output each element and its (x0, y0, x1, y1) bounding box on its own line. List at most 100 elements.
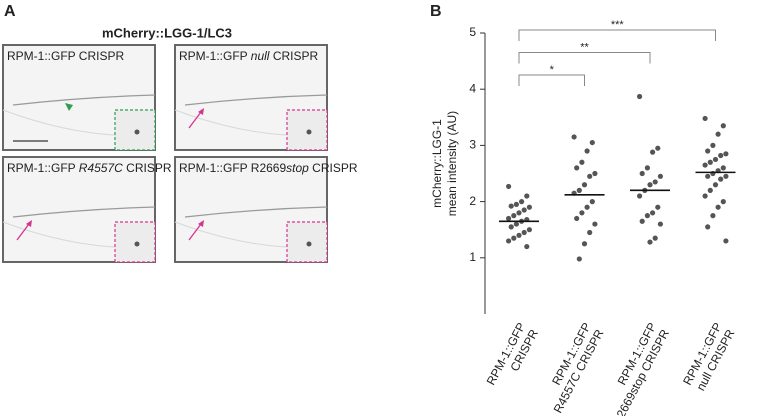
y-axis-label: mean intensity (AU) (445, 111, 459, 216)
data-point (657, 221, 664, 227)
inset (286, 109, 328, 151)
micrograph: RPM-1::GFP R4557C CRISPR (2, 156, 172, 263)
data-point (644, 213, 651, 219)
y-tick-label: 5 (469, 25, 476, 39)
data-point (637, 193, 643, 199)
data-point (579, 159, 585, 165)
data-point (720, 199, 726, 205)
panel-letter: A (4, 3, 16, 20)
data-point (526, 204, 533, 210)
arrow (188, 223, 202, 241)
data-point (506, 183, 512, 190)
data-point (723, 173, 729, 179)
image-label: RPM-1::GFP R4557C CRISPR (7, 161, 172, 175)
data-point (707, 187, 713, 193)
data-point (723, 238, 729, 244)
micrograph: RPM-1::GFP null CRISPR (174, 44, 328, 151)
data-point (511, 235, 517, 241)
data-point (521, 229, 527, 236)
data-point (639, 218, 645, 224)
panel-title: mCherry::LGG-1/LC3 (102, 25, 232, 40)
arrowhead (198, 220, 204, 227)
data-point (712, 182, 719, 188)
data-point (511, 213, 517, 219)
data-point (702, 193, 708, 199)
label-part: CRISPR (269, 49, 318, 63)
data-point (519, 199, 525, 205)
data-point (584, 204, 590, 210)
significance-label: ** (580, 41, 589, 53)
y-tick-label: 1 (469, 250, 476, 264)
x-tick-label: RPM-1::GFPCRISPR (484, 320, 541, 394)
y-tick-label: 4 (469, 81, 476, 95)
data-point (589, 199, 595, 205)
y-tick-label: 3 (469, 138, 476, 152)
inset-puncta (306, 241, 312, 247)
image-label: RPM-1::GFP R2669stop CRISPR (179, 161, 358, 175)
axon-signal (184, 206, 328, 218)
data-point (513, 221, 520, 227)
data-point (581, 182, 588, 188)
data-point (516, 232, 522, 238)
data-point (513, 201, 520, 208)
label-part: RPM-1::GFP (7, 161, 79, 175)
arrow (188, 111, 202, 129)
data-point (521, 207, 527, 213)
data-point (712, 156, 719, 163)
inset (114, 221, 156, 263)
data-point (720, 123, 726, 129)
micrograph: RPM-1::GFP R2669stop CRISPR (174, 156, 358, 263)
label-part: null (251, 49, 270, 63)
data-point (637, 93, 643, 100)
label-part: CRISPR (309, 161, 358, 175)
y-tick-label: 2 (469, 194, 476, 208)
data-point (720, 165, 726, 171)
data-point (524, 243, 530, 250)
data-point (639, 170, 645, 177)
axon-signal (184, 94, 328, 106)
data-point (715, 131, 721, 137)
panel-letter: B (430, 3, 442, 20)
data-point (592, 170, 598, 177)
data-point (715, 204, 721, 210)
data-point (581, 241, 588, 247)
y-axis-label: mCherry::LGG-1 (430, 119, 444, 208)
data-point (587, 229, 593, 236)
data-point (652, 179, 658, 185)
inset-puncta (134, 129, 140, 135)
significance-label: * (550, 64, 555, 76)
label-part: RPM-1::GFP R2669 (179, 161, 286, 175)
image-label: RPM-1::GFP CRISPR (7, 49, 124, 63)
data-point (647, 182, 653, 188)
data-point (579, 210, 585, 216)
data-point (508, 203, 514, 209)
image-frame (174, 156, 328, 263)
data-point (516, 210, 522, 216)
data-point (710, 142, 716, 148)
data-point (576, 256, 582, 262)
axon-signal (12, 206, 156, 218)
data-point (592, 221, 598, 227)
label-part: RPM-1::GFP CRISPR (7, 49, 124, 63)
x-tick-label: RPM-1::GFPnull CRISPR (680, 320, 737, 394)
significance-bracket (518, 52, 651, 64)
data-point (710, 213, 716, 219)
data-point (584, 148, 590, 154)
label-part: R4557C (79, 161, 123, 175)
inset-puncta (134, 241, 140, 247)
micrograph: RPM-1::GFP CRISPR (2, 44, 156, 151)
inset (286, 221, 328, 263)
inset (114, 109, 156, 151)
data-point (508, 224, 514, 230)
arrow (16, 223, 30, 241)
data-point (655, 145, 661, 151)
data-point (574, 165, 580, 171)
arrowhead (26, 220, 32, 227)
data-point (705, 173, 711, 179)
data-point (506, 238, 512, 244)
data-point (702, 115, 708, 122)
significance-label: *** (611, 19, 625, 31)
data-point (647, 239, 653, 245)
data-point (702, 162, 708, 168)
